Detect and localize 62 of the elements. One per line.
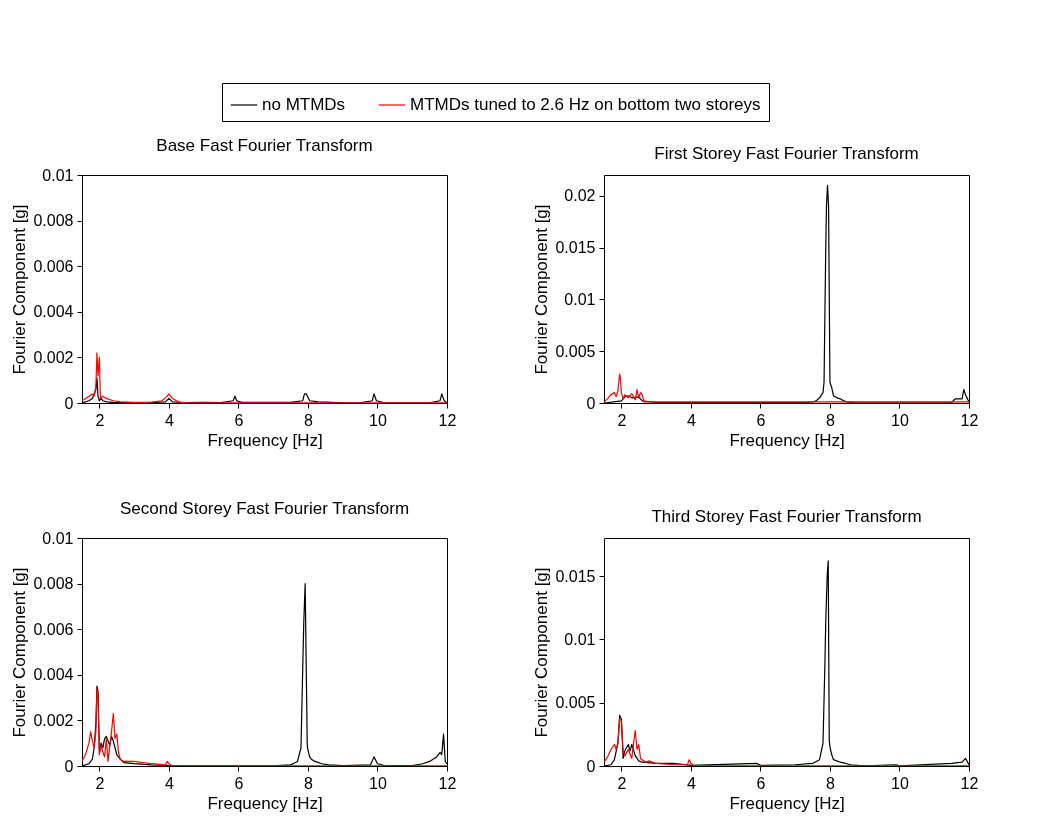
y-tick-label: 0.01 [42,166,74,184]
x-tick-label: 8 [304,411,313,429]
x-tick-label: 10 [891,774,909,792]
y-tick-label: 0.002 [33,711,74,729]
x-tick-label: 2 [95,774,105,792]
x-axis-title: Frequency [Hz] [729,430,845,450]
y-tick-label: 0.005 [555,342,596,360]
x-tick-label: 2 [617,411,627,429]
chart-title: Base Fast Fourier Transform [156,136,373,155]
chart-title: Second Storey Fast Fourier Transform [119,499,410,518]
x-tick-label: 8 [304,774,313,792]
x-tick-label: 12 [960,774,979,792]
x-tick-label: 6 [234,411,244,429]
x-tick-label: 4 [686,774,696,792]
x-tick-label: 12 [438,411,457,429]
chart-title: First Storey Fast Fourier Transform [654,144,919,163]
x-tick-label: 6 [234,774,244,792]
y-tick-label: 0.015 [555,239,596,257]
y-tick-label: 0.005 [555,694,596,712]
y-tick-label: 0.015 [555,567,596,585]
x-tick-label: 4 [686,411,696,429]
y-tick-label: 0.004 [33,303,74,321]
y-tick-label: 0.01 [42,529,74,547]
y-tick-label: 0.006 [33,620,74,638]
y-tick-label: 0.004 [33,666,74,684]
y-axis-title: Fourier Component [g] [532,204,552,375]
x-axis-title: Frequency [Hz] [729,793,845,813]
y-tick-label: 0 [64,757,74,775]
y-tick-label: 0.008 [33,575,74,593]
x-tick-label: 8 [826,774,835,792]
x-tick-label: 10 [369,411,387,429]
x-tick-label: 12 [960,411,979,429]
x-axis-title: Frequency [Hz] [207,793,323,813]
y-tick-label: 0.006 [33,257,74,275]
y-tick-label: 0.01 [564,630,596,648]
y-tick-label: 0 [64,394,74,412]
line-series [82,687,447,766]
x-tick-label: 4 [164,411,174,429]
line-series [604,373,969,403]
x-tick-label: 2 [95,411,105,429]
x-tick-label: 10 [891,411,909,429]
legend-label: MTMDs tuned to 2.6 Hz on bottom two storeys [410,95,761,114]
legend-label: no MTMDs [262,95,346,114]
y-tick-label: 0 [586,394,596,412]
y-tick-label: 0 [586,757,596,775]
x-tick-label: 8 [826,411,835,429]
x-tick-label: 10 [369,774,387,792]
line-series [604,718,969,766]
x-tick-label: 2 [617,774,627,792]
x-axis-title: Frequency [Hz] [207,430,323,450]
x-tick-label: 6 [756,411,766,429]
x-tick-label: 4 [164,774,174,792]
y-tick-label: 0.002 [33,348,74,366]
x-tick-label: 12 [438,774,457,792]
y-tick-label: 0.008 [33,212,74,230]
y-axis-title: Fourier Component [g] [10,204,30,375]
y-tick-label: 0.01 [564,290,596,308]
x-tick-label: 6 [756,774,766,792]
y-tick-label: 0.02 [564,187,596,205]
y-axis-title: Fourier Component [g] [10,567,30,738]
y-axis-title: Fourier Component [g] [532,567,552,738]
chart-title: Third Storey Fast Fourier Transform [651,507,922,526]
